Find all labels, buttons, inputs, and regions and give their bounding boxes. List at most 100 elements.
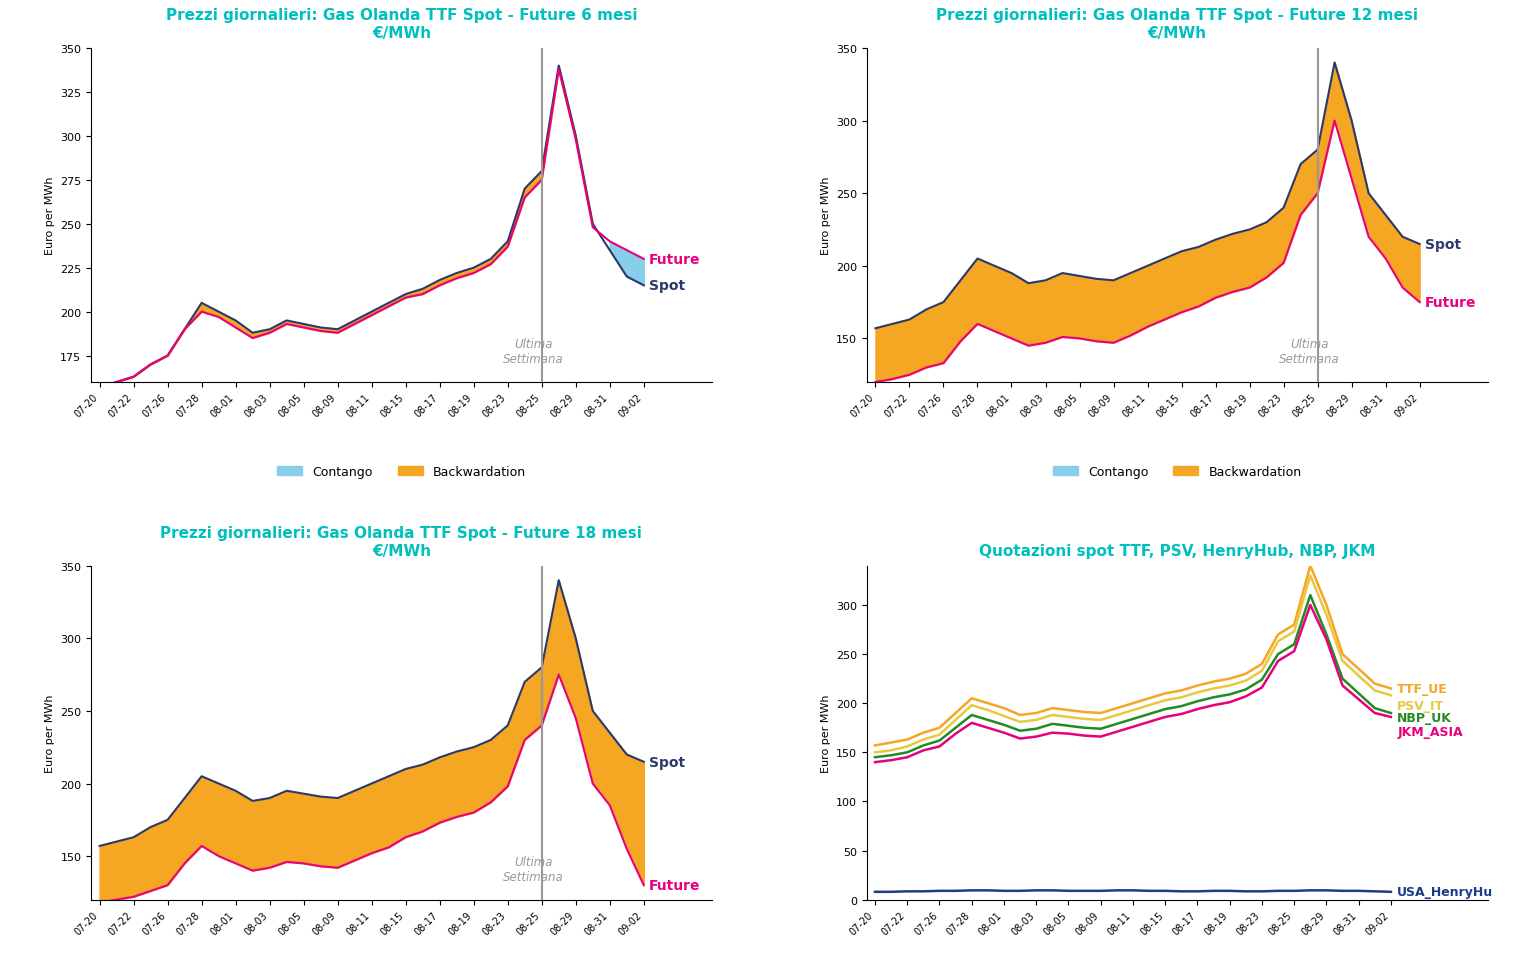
TTF_UE — [1043, 702, 1061, 714]
TTF_UE — [1301, 560, 1319, 572]
Line: PSV_IT: PSV_IT — [874, 576, 1390, 752]
NBP_UK — [1043, 718, 1061, 730]
JKM_ASIA — [1237, 690, 1255, 702]
USA_HenryHub — [1286, 885, 1304, 897]
PSV_IT — [1350, 670, 1368, 682]
JKM_ASIA — [962, 717, 981, 729]
TTF_UE — [1237, 668, 1255, 680]
TTF_UE — [979, 697, 997, 709]
TTF_UE — [865, 739, 883, 751]
JKM_ASIA — [1366, 707, 1384, 719]
PSV_IT — [1252, 665, 1271, 677]
JKM_ASIA — [865, 757, 883, 769]
NBP_UK — [962, 709, 981, 721]
TTF_UE — [1333, 648, 1351, 660]
NBP_UK — [1157, 703, 1175, 715]
Title: Prezzi giornalieri: Gas Olanda TTF Spot - Future 12 mesi
€/MWh: Prezzi giornalieri: Gas Olanda TTF Spot … — [937, 9, 1418, 41]
USA_HenryHub — [1318, 884, 1336, 896]
TTF_UE — [1140, 692, 1158, 704]
PSV_IT — [994, 710, 1013, 722]
JKM_ASIA — [1108, 726, 1126, 737]
USA_HenryHub — [1140, 885, 1158, 897]
PSV_IT — [1286, 626, 1304, 638]
JKM_ASIA — [1269, 655, 1287, 667]
Text: Future: Future — [648, 252, 700, 267]
PSV_IT — [1204, 683, 1222, 694]
TTF_UE — [1060, 704, 1078, 716]
USA_HenryHub — [882, 886, 900, 898]
USA_HenryHub — [1108, 884, 1126, 896]
NBP_UK — [899, 746, 917, 758]
JKM_ASIA — [1286, 645, 1304, 657]
Text: USA_HenryHu: USA_HenryHu — [1398, 885, 1494, 899]
JKM_ASIA — [1204, 699, 1222, 711]
Line: TTF_UE: TTF_UE — [874, 566, 1390, 745]
Text: Ultima
Settimana: Ultima Settimana — [502, 338, 563, 366]
PSV_IT — [1366, 685, 1384, 696]
PSV_IT — [1011, 716, 1029, 728]
NBP_UK — [1091, 723, 1110, 734]
Text: Ultima
Settimana: Ultima Settimana — [502, 855, 563, 883]
USA_HenryHub — [1043, 884, 1061, 896]
PSV_IT — [914, 734, 932, 745]
TTF_UE — [1091, 707, 1110, 719]
Title: Quotazioni spot TTF, PSV, HenryHub, NBP, JKM: Quotazioni spot TTF, PSV, HenryHub, NBP,… — [979, 543, 1375, 558]
PSV_IT — [1189, 687, 1207, 698]
JKM_ASIA — [1060, 728, 1078, 739]
PSV_IT — [1060, 711, 1078, 723]
PSV_IT — [1043, 709, 1061, 721]
TTF_UE — [1172, 685, 1190, 696]
JKM_ASIA — [1333, 680, 1351, 691]
USA_HenryHub — [1301, 884, 1319, 896]
PSV_IT — [1123, 704, 1142, 716]
PSV_IT — [947, 714, 965, 726]
JKM_ASIA — [1028, 731, 1046, 742]
JKM_ASIA — [979, 722, 997, 734]
TTF_UE — [1381, 683, 1400, 694]
TTF_UE — [1011, 709, 1029, 721]
TTF_UE — [1286, 619, 1304, 631]
PSV_IT — [979, 704, 997, 716]
JKM_ASIA — [931, 740, 949, 752]
USA_HenryHub — [1366, 885, 1384, 897]
NBP_UK — [1140, 708, 1158, 720]
NBP_UK — [1108, 718, 1126, 730]
USA_HenryHub — [1333, 885, 1351, 897]
NBP_UK — [979, 714, 997, 726]
USA_HenryHub — [979, 884, 997, 896]
NBP_UK — [1075, 722, 1093, 734]
PSV_IT — [1140, 699, 1158, 711]
NBP_UK — [1381, 707, 1400, 719]
TTF_UE — [914, 727, 932, 738]
NBP_UK — [1333, 673, 1351, 685]
JKM_ASIA — [1252, 682, 1271, 693]
TTF_UE — [1252, 658, 1271, 670]
NBP_UK — [914, 739, 932, 751]
NBP_UK — [1318, 629, 1336, 641]
TTF_UE — [1366, 678, 1384, 689]
PSV_IT — [882, 744, 900, 756]
NBP_UK — [1252, 674, 1271, 686]
TTF_UE — [899, 734, 917, 745]
TTF_UE — [1318, 600, 1336, 611]
NBP_UK — [1189, 695, 1207, 707]
USA_HenryHub — [1189, 885, 1207, 897]
NBP_UK — [1060, 720, 1078, 732]
Text: Future: Future — [1425, 295, 1475, 310]
PSV_IT — [1269, 636, 1287, 647]
JKM_ASIA — [899, 751, 917, 763]
USA_HenryHub — [914, 885, 932, 897]
TTF_UE — [882, 736, 900, 748]
Text: Future: Future — [648, 878, 700, 892]
PSV_IT — [1301, 570, 1319, 582]
USA_HenryHub — [1157, 885, 1175, 897]
TTF_UE — [994, 702, 1013, 714]
PSV_IT — [1237, 675, 1255, 687]
NBP_UK — [882, 749, 900, 761]
NBP_UK — [1269, 648, 1287, 660]
USA_HenryHub — [899, 885, 917, 897]
USA_HenryHub — [931, 885, 949, 897]
NBP_UK — [1011, 725, 1029, 736]
JKM_ASIA — [1043, 727, 1061, 738]
JKM_ASIA — [994, 727, 1013, 738]
